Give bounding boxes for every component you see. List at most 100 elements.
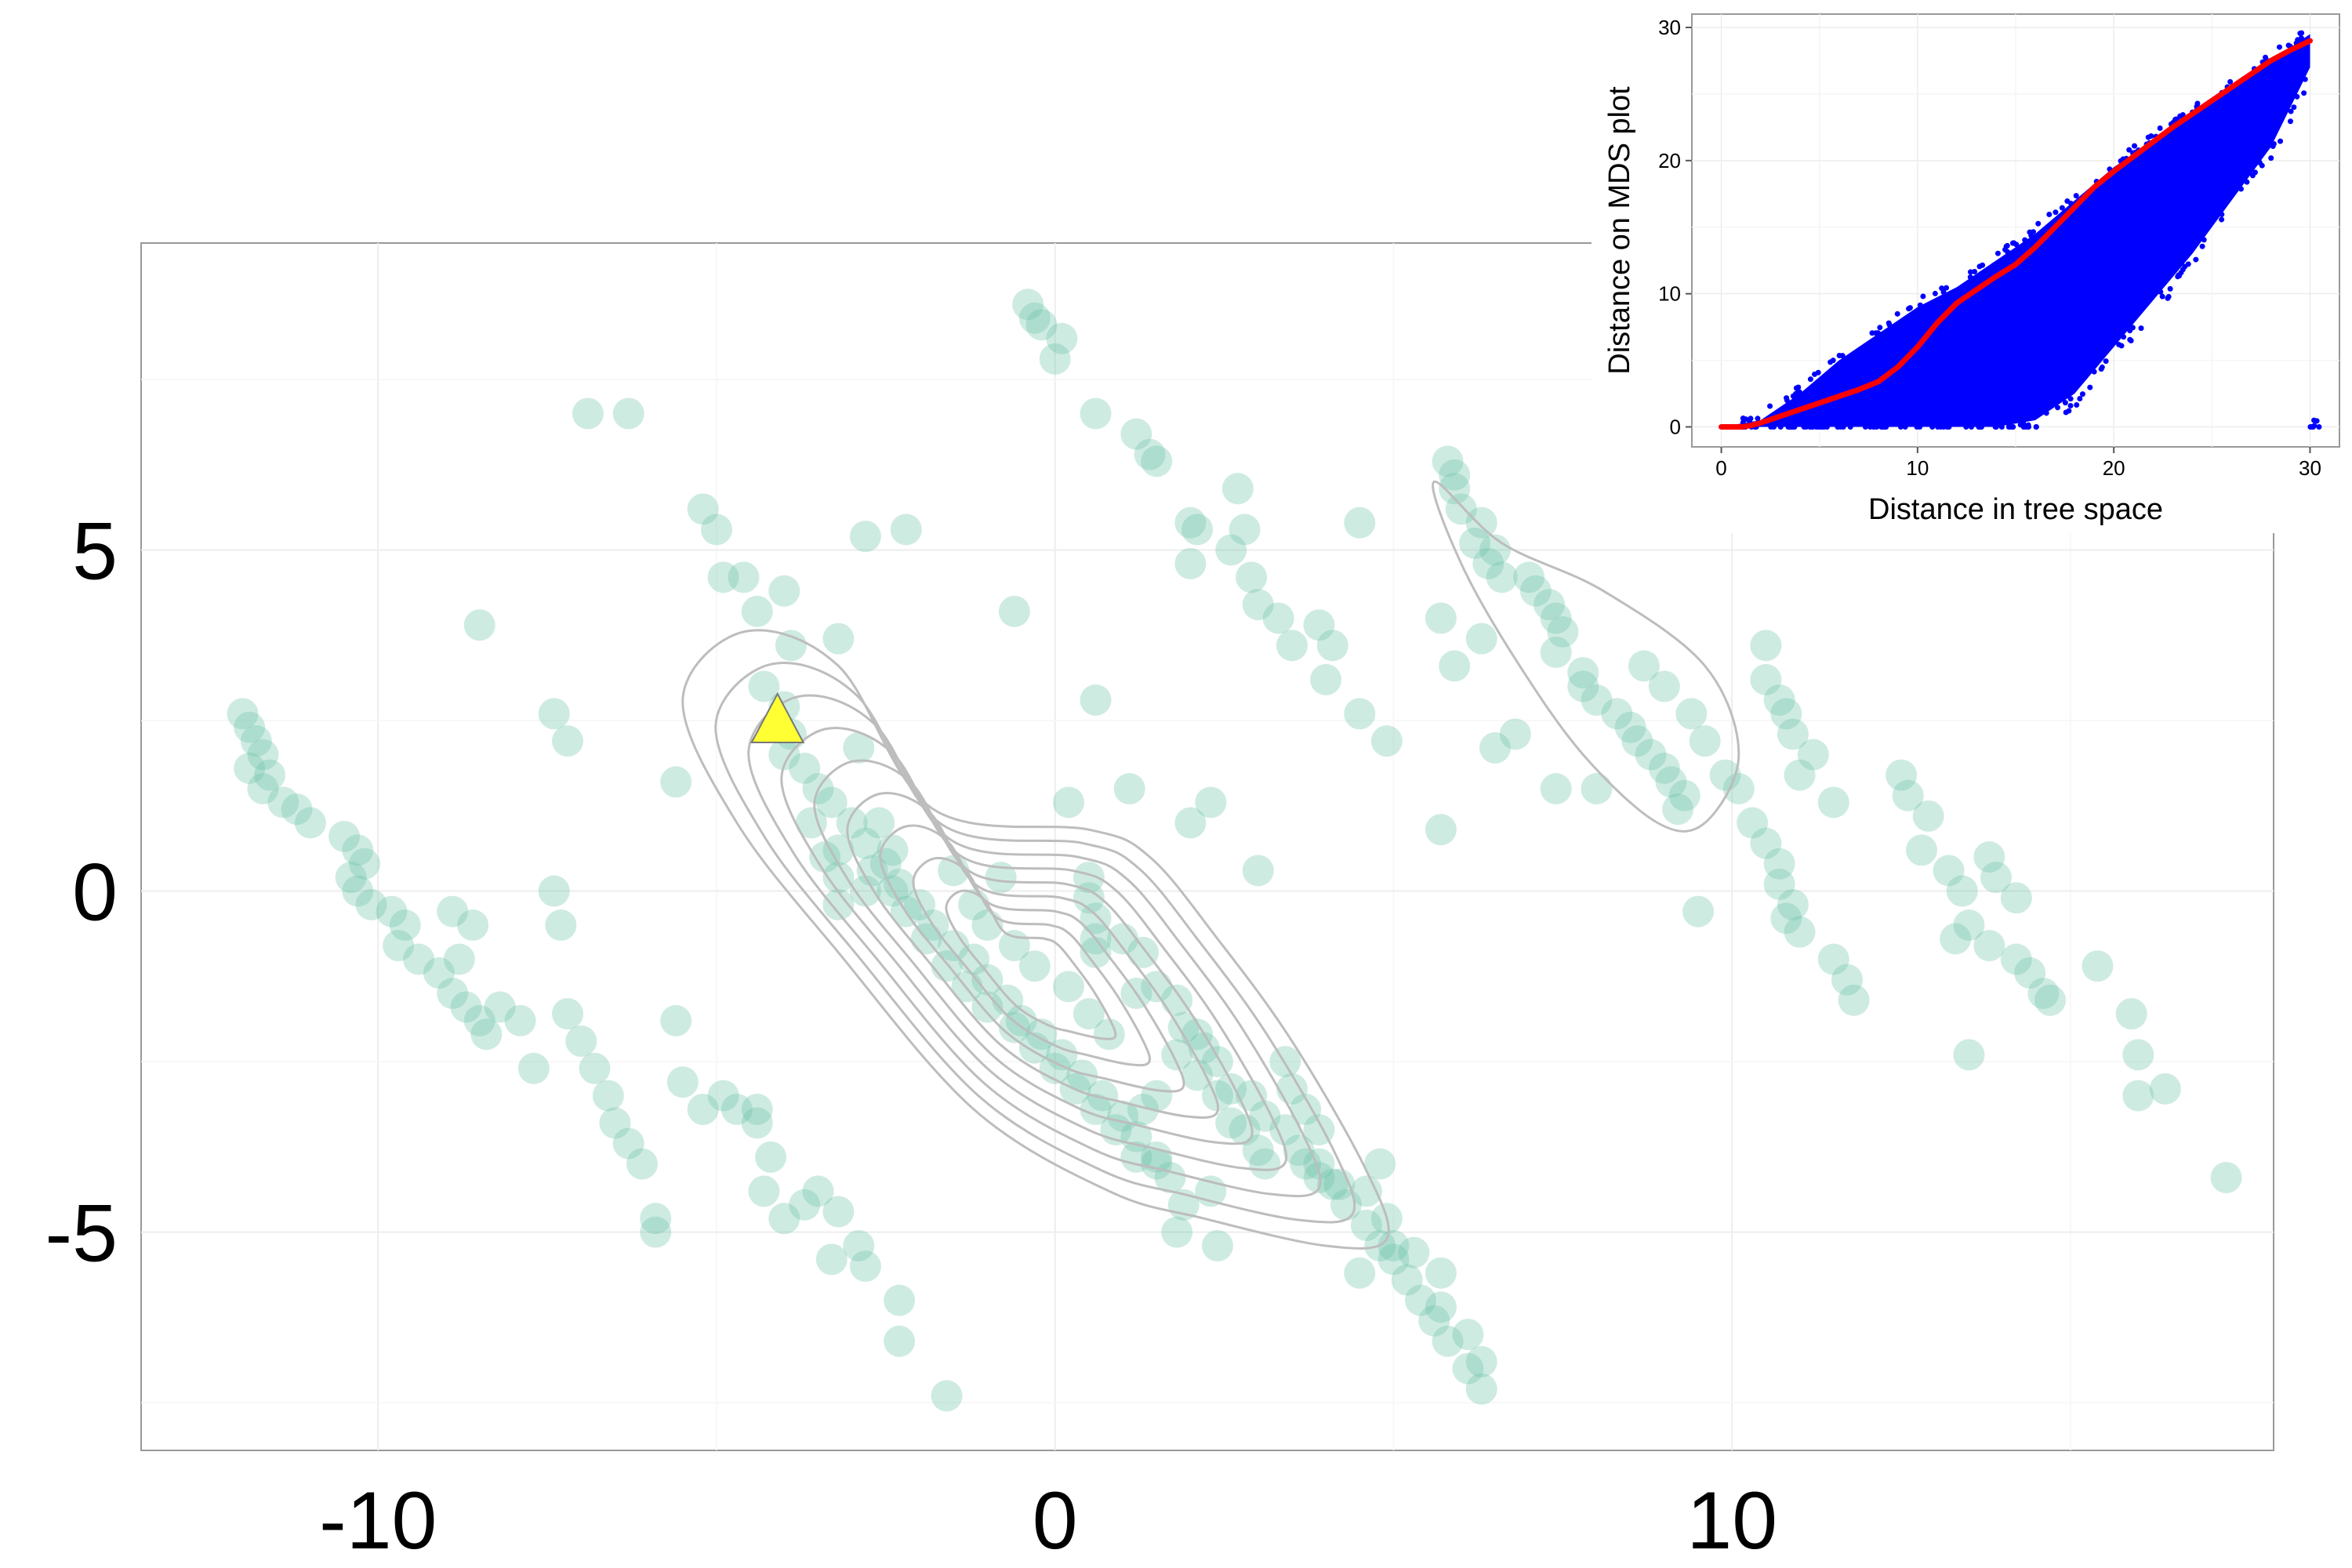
data-point bbox=[1567, 657, 1599, 689]
data-point bbox=[802, 1175, 834, 1207]
data-point bbox=[1269, 1114, 1301, 1146]
data-point bbox=[2122, 1039, 2154, 1071]
data-point bbox=[1141, 971, 1173, 1003]
data-point bbox=[890, 514, 922, 546]
inset-blue-point bbox=[2219, 211, 2225, 217]
data-point bbox=[1398, 1236, 1430, 1269]
data-point bbox=[768, 575, 800, 607]
inset-blue-point bbox=[2128, 337, 2134, 343]
inset-blue-point bbox=[2059, 205, 2065, 211]
inset-blue-point bbox=[1807, 376, 1813, 383]
inset-blue-point bbox=[1993, 424, 1999, 430]
data-point bbox=[1377, 1243, 1410, 1276]
data-point bbox=[565, 1025, 597, 1057]
data-point bbox=[1648, 670, 1680, 702]
data-point bbox=[1344, 1257, 1376, 1289]
inset-blue-point bbox=[1894, 310, 1900, 317]
data-point bbox=[1066, 1059, 1098, 1091]
data-point bbox=[1276, 630, 1308, 662]
data-point bbox=[1073, 998, 1105, 1030]
data-point bbox=[1174, 547, 1207, 579]
data-point bbox=[1547, 615, 1579, 648]
data-point bbox=[1120, 1120, 1152, 1152]
data-point bbox=[1465, 1345, 1497, 1377]
data-point bbox=[2014, 956, 2046, 989]
data-point bbox=[1350, 1175, 1382, 1207]
inset-blue-point bbox=[2138, 325, 2144, 332]
data-point bbox=[450, 991, 482, 1023]
inset-blue-point bbox=[2022, 237, 2028, 243]
inset-blue-point bbox=[2091, 368, 2097, 375]
data-point bbox=[1980, 862, 2012, 894]
data-point bbox=[1052, 971, 1084, 1003]
main-x-tick-label: 10 bbox=[1686, 1475, 1777, 1566]
data-point bbox=[484, 991, 516, 1023]
inset-blue-point bbox=[2270, 141, 2277, 147]
data-point bbox=[1161, 1216, 1193, 1248]
data-point bbox=[1722, 773, 1755, 805]
inset-blue-point bbox=[1940, 289, 1947, 296]
inset-blue-point bbox=[1796, 389, 1802, 395]
data-point bbox=[843, 731, 875, 764]
data-point bbox=[1797, 739, 1829, 771]
data-point bbox=[389, 909, 421, 942]
inset-blue-point bbox=[1869, 330, 1875, 336]
data-point bbox=[1465, 506, 1497, 539]
inset-blue-point bbox=[2316, 424, 2322, 430]
data-point bbox=[1391, 1264, 1423, 1296]
inset-blue-point bbox=[2067, 396, 2074, 402]
data-point bbox=[1221, 473, 1254, 505]
density-contour bbox=[912, 857, 1152, 1067]
data-point bbox=[1777, 888, 1809, 920]
data-point bbox=[1973, 841, 2005, 873]
data-point bbox=[1581, 684, 1613, 716]
main-y-axis-ticks: -5 0 5 bbox=[45, 506, 118, 1279]
data-point bbox=[437, 978, 469, 1010]
data-point bbox=[1635, 739, 1667, 771]
inset-blue-point bbox=[1777, 424, 1784, 430]
data-point bbox=[1750, 827, 1782, 859]
inset-blue-point bbox=[1920, 293, 1926, 299]
highlight-triangle-marker bbox=[750, 691, 805, 744]
inset-blue-point bbox=[2132, 143, 2138, 149]
data-point bbox=[1452, 1352, 1484, 1385]
inset-blue-point bbox=[1963, 424, 1969, 430]
data-point bbox=[1167, 1011, 1200, 1044]
inset-blue-point bbox=[2005, 249, 2011, 255]
data-point bbox=[1370, 725, 1403, 757]
inset-blue-point bbox=[2103, 358, 2109, 365]
data-point bbox=[1249, 1148, 1281, 1180]
data-point bbox=[1344, 506, 1376, 539]
data-point bbox=[1316, 630, 1348, 662]
inset-blue-point bbox=[2193, 256, 2199, 263]
inset-blue-point bbox=[2297, 31, 2303, 37]
data-point bbox=[1905, 834, 1937, 866]
data-point bbox=[1784, 759, 1816, 791]
data-point bbox=[1601, 698, 1633, 730]
data-point bbox=[1777, 718, 1809, 750]
data-point bbox=[748, 1175, 780, 1207]
data-point bbox=[1080, 684, 1112, 716]
inset-blue-point bbox=[1929, 424, 1936, 430]
data-point bbox=[938, 930, 970, 962]
data-point bbox=[1479, 534, 1511, 566]
data-point bbox=[1439, 459, 1471, 491]
inset-blue-point bbox=[2268, 155, 2274, 162]
data-point bbox=[755, 1141, 787, 1173]
data-point bbox=[1201, 1080, 1233, 1112]
data-point bbox=[1933, 855, 1965, 887]
data-point bbox=[660, 766, 692, 798]
inset-blue-point bbox=[1977, 424, 1984, 430]
data-point bbox=[971, 964, 1004, 996]
inset-chart: 0 10 20 30 0 10 20 30 Distance in tree space D… bbox=[1592, 0, 2352, 533]
inset-blue-point bbox=[2043, 410, 2049, 416]
data-point bbox=[2115, 998, 2147, 1030]
data-point bbox=[1303, 609, 1335, 641]
data-point bbox=[227, 698, 259, 730]
data-point bbox=[741, 1107, 773, 1139]
data-point bbox=[1953, 1039, 1985, 1071]
data-point bbox=[1215, 534, 1247, 566]
data-point bbox=[1141, 445, 1173, 477]
data-point bbox=[443, 943, 475, 975]
data-point bbox=[579, 1052, 611, 1084]
